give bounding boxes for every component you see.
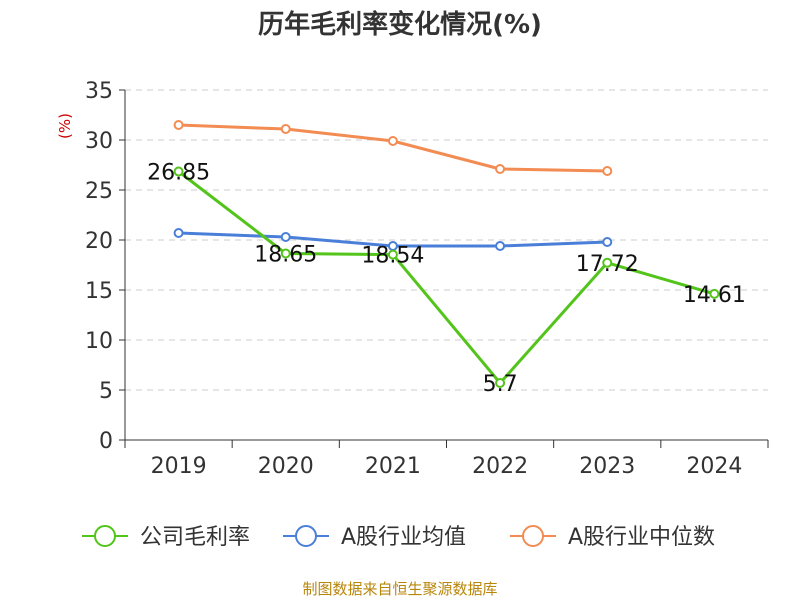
data-point	[173, 166, 184, 177]
series-group	[173, 120, 720, 388]
y-tick-label: 20	[85, 229, 113, 254]
data-point	[280, 232, 291, 242]
y-axis-unit: (%)	[56, 113, 74, 139]
x-tick-label: 2021	[365, 454, 421, 479]
data-point	[602, 166, 613, 176]
x-tick-label: 2024	[686, 454, 742, 479]
x-tick-label: 2023	[579, 454, 635, 479]
gridlines	[125, 89, 768, 391]
chart-title: 历年毛利率变化情况(%)	[258, 9, 542, 40]
data-label: 5.7	[483, 372, 518, 397]
data-labels: 26.85 18.65 18.54 5.7 17.72 14.61	[147, 161, 746, 398]
data-point	[280, 124, 291, 134]
x-tick-label: 2022	[472, 454, 528, 479]
legend-marker	[94, 525, 116, 547]
legend-label: 公司毛利率	[140, 525, 250, 550]
data-point	[495, 241, 506, 251]
y-tick-label: 10	[85, 329, 113, 354]
legend: 公司毛利率 A股行业均值 A股行业中位数	[82, 525, 715, 550]
y-tick-label: 35	[85, 79, 113, 104]
data-label: 17.72	[576, 252, 639, 277]
y-tick-label: 30	[85, 129, 113, 154]
data-point	[495, 378, 506, 388]
data-point	[387, 249, 398, 260]
data-point	[602, 257, 613, 268]
y-tick-label: 15	[85, 279, 113, 304]
axes: 0 5 10 15 20 25 30 35 2019 2020 2021 2022 2023 2024	[85, 79, 769, 479]
data-point	[173, 120, 184, 130]
series-line	[177, 170, 715, 385]
data-point	[495, 164, 506, 174]
data-source-note: 制图数据来自恒生聚源数据库	[302, 580, 497, 598]
data-label: 26.85	[147, 161, 210, 186]
legend-label: A股行业中位数	[568, 525, 715, 550]
legend-label: A股行业均值	[341, 525, 466, 550]
data-point	[173, 228, 184, 238]
y-tick-label: 25	[85, 179, 113, 204]
x-tick-label: 2020	[258, 454, 314, 479]
legend-marker	[522, 525, 544, 547]
data-point	[709, 288, 720, 299]
data-point	[387, 136, 398, 146]
legend-marker	[295, 525, 317, 547]
series-line	[178, 123, 608, 173]
y-tick-label: 5	[99, 379, 113, 404]
data-label: 18.54	[361, 244, 424, 269]
x-tick-label: 2019	[151, 454, 207, 479]
data-point	[280, 248, 291, 259]
data-point	[602, 237, 613, 247]
y-tick-label: 0	[99, 429, 113, 454]
data-label: 14.61	[683, 283, 746, 308]
data-label: 18.65	[254, 243, 317, 268]
